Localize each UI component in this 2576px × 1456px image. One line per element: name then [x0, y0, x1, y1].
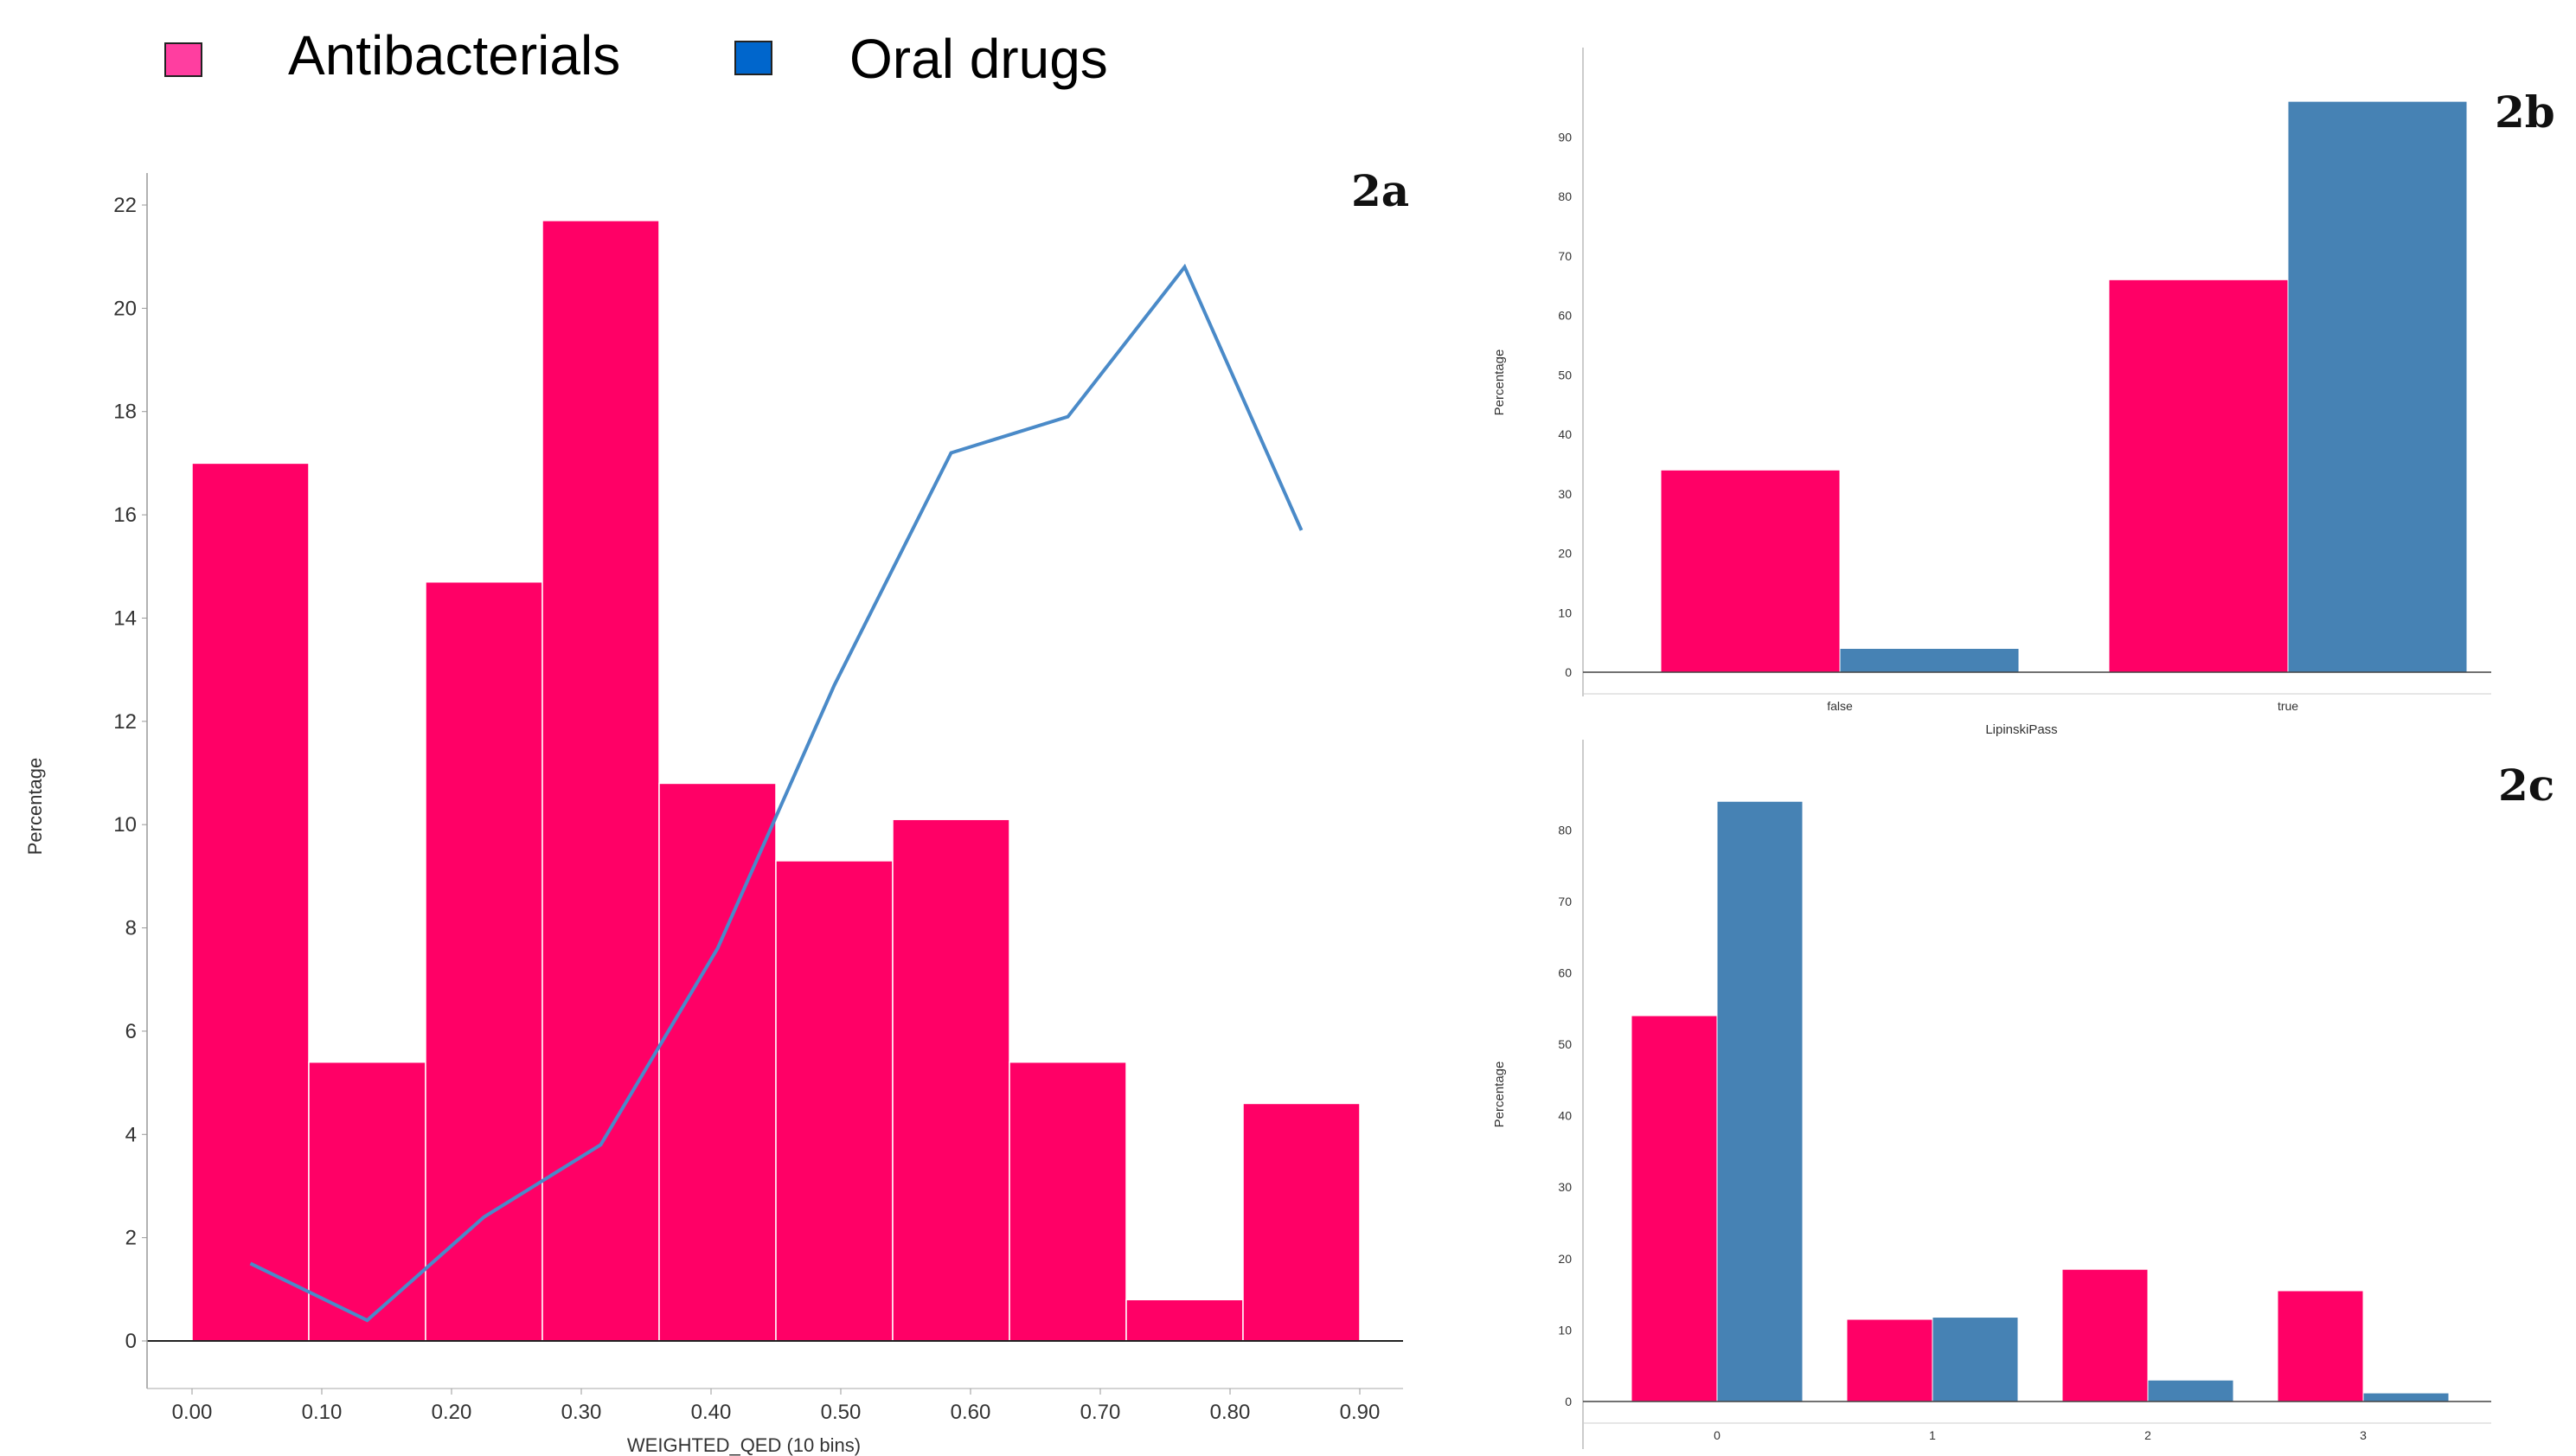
panel-label-2b: 2b — [2495, 87, 2555, 138]
y-tick-label: 10 — [113, 813, 137, 837]
y-tick-label: 10 — [1558, 1323, 1572, 1337]
x-tick-label: 0.60 — [951, 1401, 991, 1424]
y-tick-label: 20 — [113, 297, 137, 320]
y-tick-label: 50 — [1558, 1037, 1572, 1051]
y-tick-label: 10 — [1558, 606, 1572, 619]
bar-antibacterials — [1009, 1061, 1127, 1342]
x-tick-label: 0.20 — [432, 1401, 472, 1424]
bar-antibacterials — [1846, 1318, 1933, 1402]
y-axis-ticks-2c: 0 10 20 30 40 50 60 70 80 — [1558, 823, 1572, 1408]
y-tick-label: 40 — [1558, 1109, 1572, 1123]
bar-oral-drugs — [1716, 800, 1804, 1402]
x-tick-label: 0.50 — [821, 1401, 862, 1424]
line-series-oral-drugs — [249, 263, 1304, 1323]
chart-panel-2c: 0 10 20 30 40 50 60 70 80 0 1 2 3 Percentage 2c — [1492, 740, 2554, 1449]
legend: Antibacterials Oral drugs — [164, 24, 1108, 90]
y-tick-label: 20 — [1558, 547, 1572, 561]
bar-antibacterials — [892, 818, 1010, 1342]
y-tick-label: 2 — [125, 1227, 137, 1250]
legend-swatch-oral-drugs — [734, 41, 772, 75]
y-tick-label: 22 — [113, 194, 137, 217]
y-tick-label: 6 — [125, 1020, 137, 1043]
y-tick-label: 90 — [1558, 130, 1572, 144]
bar-antibacterials — [1660, 469, 1841, 673]
bar-antibacterials — [775, 860, 894, 1342]
y-tick-label: 60 — [1558, 965, 1572, 979]
y-tick-label: 30 — [1558, 1180, 1572, 1194]
y-axis-label-2c: Percentage — [1492, 1062, 1507, 1128]
y-tick-label: 40 — [1558, 427, 1572, 441]
bar-oral-drugs — [2362, 1392, 2450, 1402]
bar-antibacterials — [2108, 279, 2289, 673]
y-tick-label: 0 — [1565, 1395, 1572, 1408]
chart-panel-2b: 0 10 20 30 40 50 60 70 80 90 false true Percentage… — [1492, 48, 2555, 737]
y-tick-label: 70 — [1558, 895, 1572, 908]
y-tick-label: 0 — [1565, 665, 1572, 679]
x-axis-ticks-2a: 0.00 0.10 0.20 0.30 0.40 0.50 0.60 0.70 0.80 0.90 — [147, 1388, 1403, 1424]
bar-antibacterials — [425, 580, 543, 1342]
bar-antibacterials — [541, 220, 660, 1342]
x-tick-label: false — [1827, 699, 1853, 713]
bar-oral-drugs — [2287, 100, 2468, 673]
chart-panel-2a: 0 2 4 6 8 10 12 14 16 18 20 22 0.00 0.10 0.20 0.30 0.40… — [24, 165, 1409, 1456]
y-tick-label: 8 — [125, 917, 137, 940]
y-tick-label: 16 — [113, 504, 137, 527]
bar-oral-drugs — [1932, 1317, 2019, 1402]
x-tick-label: 0.90 — [1340, 1401, 1381, 1424]
bar-antibacterials — [2061, 1268, 2149, 1402]
x-axis-label-2a: WEIGHTED_QED (10 bins) — [627, 1434, 861, 1456]
x-tick-label: 0 — [1714, 1428, 1721, 1442]
x-tick-label: 0.70 — [1080, 1401, 1121, 1424]
x-tick-label: 0.10 — [302, 1401, 343, 1424]
bar-antibacterials — [1125, 1299, 1244, 1342]
y-tick-label: 80 — [1558, 823, 1572, 837]
y-tick-label: 4 — [125, 1123, 137, 1146]
bar-antibacterials — [191, 462, 310, 1342]
y-tick-label: 60 — [1558, 309, 1572, 323]
bar-oral-drugs — [1839, 648, 2020, 673]
y-tick-label: 70 — [1558, 249, 1572, 263]
x-tick-label: 0.40 — [691, 1401, 732, 1424]
y-axis-ticks-2b: 0 10 20 30 40 50 60 70 80 90 — [1558, 130, 1572, 679]
bars-2b — [1660, 100, 2468, 673]
bar-antibacterials — [1631, 1015, 1718, 1402]
y-tick-label: 18 — [113, 401, 137, 424]
y-tick-label: 50 — [1558, 368, 1572, 382]
bar-antibacterials — [308, 1061, 426, 1342]
legend-label-antibacterials: Antibacterials — [288, 24, 620, 87]
x-axis-ticks-2b: false true — [1583, 693, 2491, 713]
panel-label-2c: 2c — [2498, 760, 2554, 811]
bar-oral-drugs — [2147, 1379, 2234, 1402]
x-tick-label: 1 — [1929, 1428, 1936, 1442]
bar-antibacterials — [1242, 1102, 1361, 1342]
x-tick-label: true — [2278, 699, 2298, 713]
bars-2c — [1631, 800, 2450, 1402]
x-tick-label: 0.00 — [172, 1401, 213, 1424]
x-tick-label: 2 — [2144, 1428, 2151, 1442]
y-tick-label: 0 — [125, 1330, 137, 1353]
x-tick-label: 0.80 — [1210, 1401, 1251, 1424]
y-tick-label: 20 — [1558, 1252, 1572, 1266]
y-tick-label: 12 — [113, 710, 137, 734]
y-tick-label: 30 — [1558, 487, 1572, 501]
panel-label-2a: 2a — [1351, 165, 1409, 216]
histogram-bars-antibacterials — [191, 220, 1361, 1342]
bar-antibacterials — [2277, 1290, 2364, 1402]
y-tick-label: 80 — [1558, 189, 1572, 203]
legend-label-oral-drugs: Oral drugs — [849, 28, 1108, 90]
x-tick-label: 3 — [2360, 1428, 2367, 1442]
y-axis-label-2b: Percentage — [1492, 350, 1507, 416]
y-tick-label: 14 — [113, 606, 137, 630]
x-axis-label-2b: LipinskiPass — [1985, 722, 2057, 737]
legend-swatch-antibacterials — [164, 42, 202, 77]
y-axis-label-2a: Percentage — [24, 758, 46, 856]
y-axis-ticks-2a: 0 2 4 6 8 10 12 14 16 18 20 22 — [113, 194, 147, 1353]
x-tick-label: 0.30 — [561, 1401, 602, 1424]
x-axis-ticks-2c: 0 1 2 3 — [1583, 1422, 2491, 1442]
bar-antibacterials — [658, 782, 777, 1342]
